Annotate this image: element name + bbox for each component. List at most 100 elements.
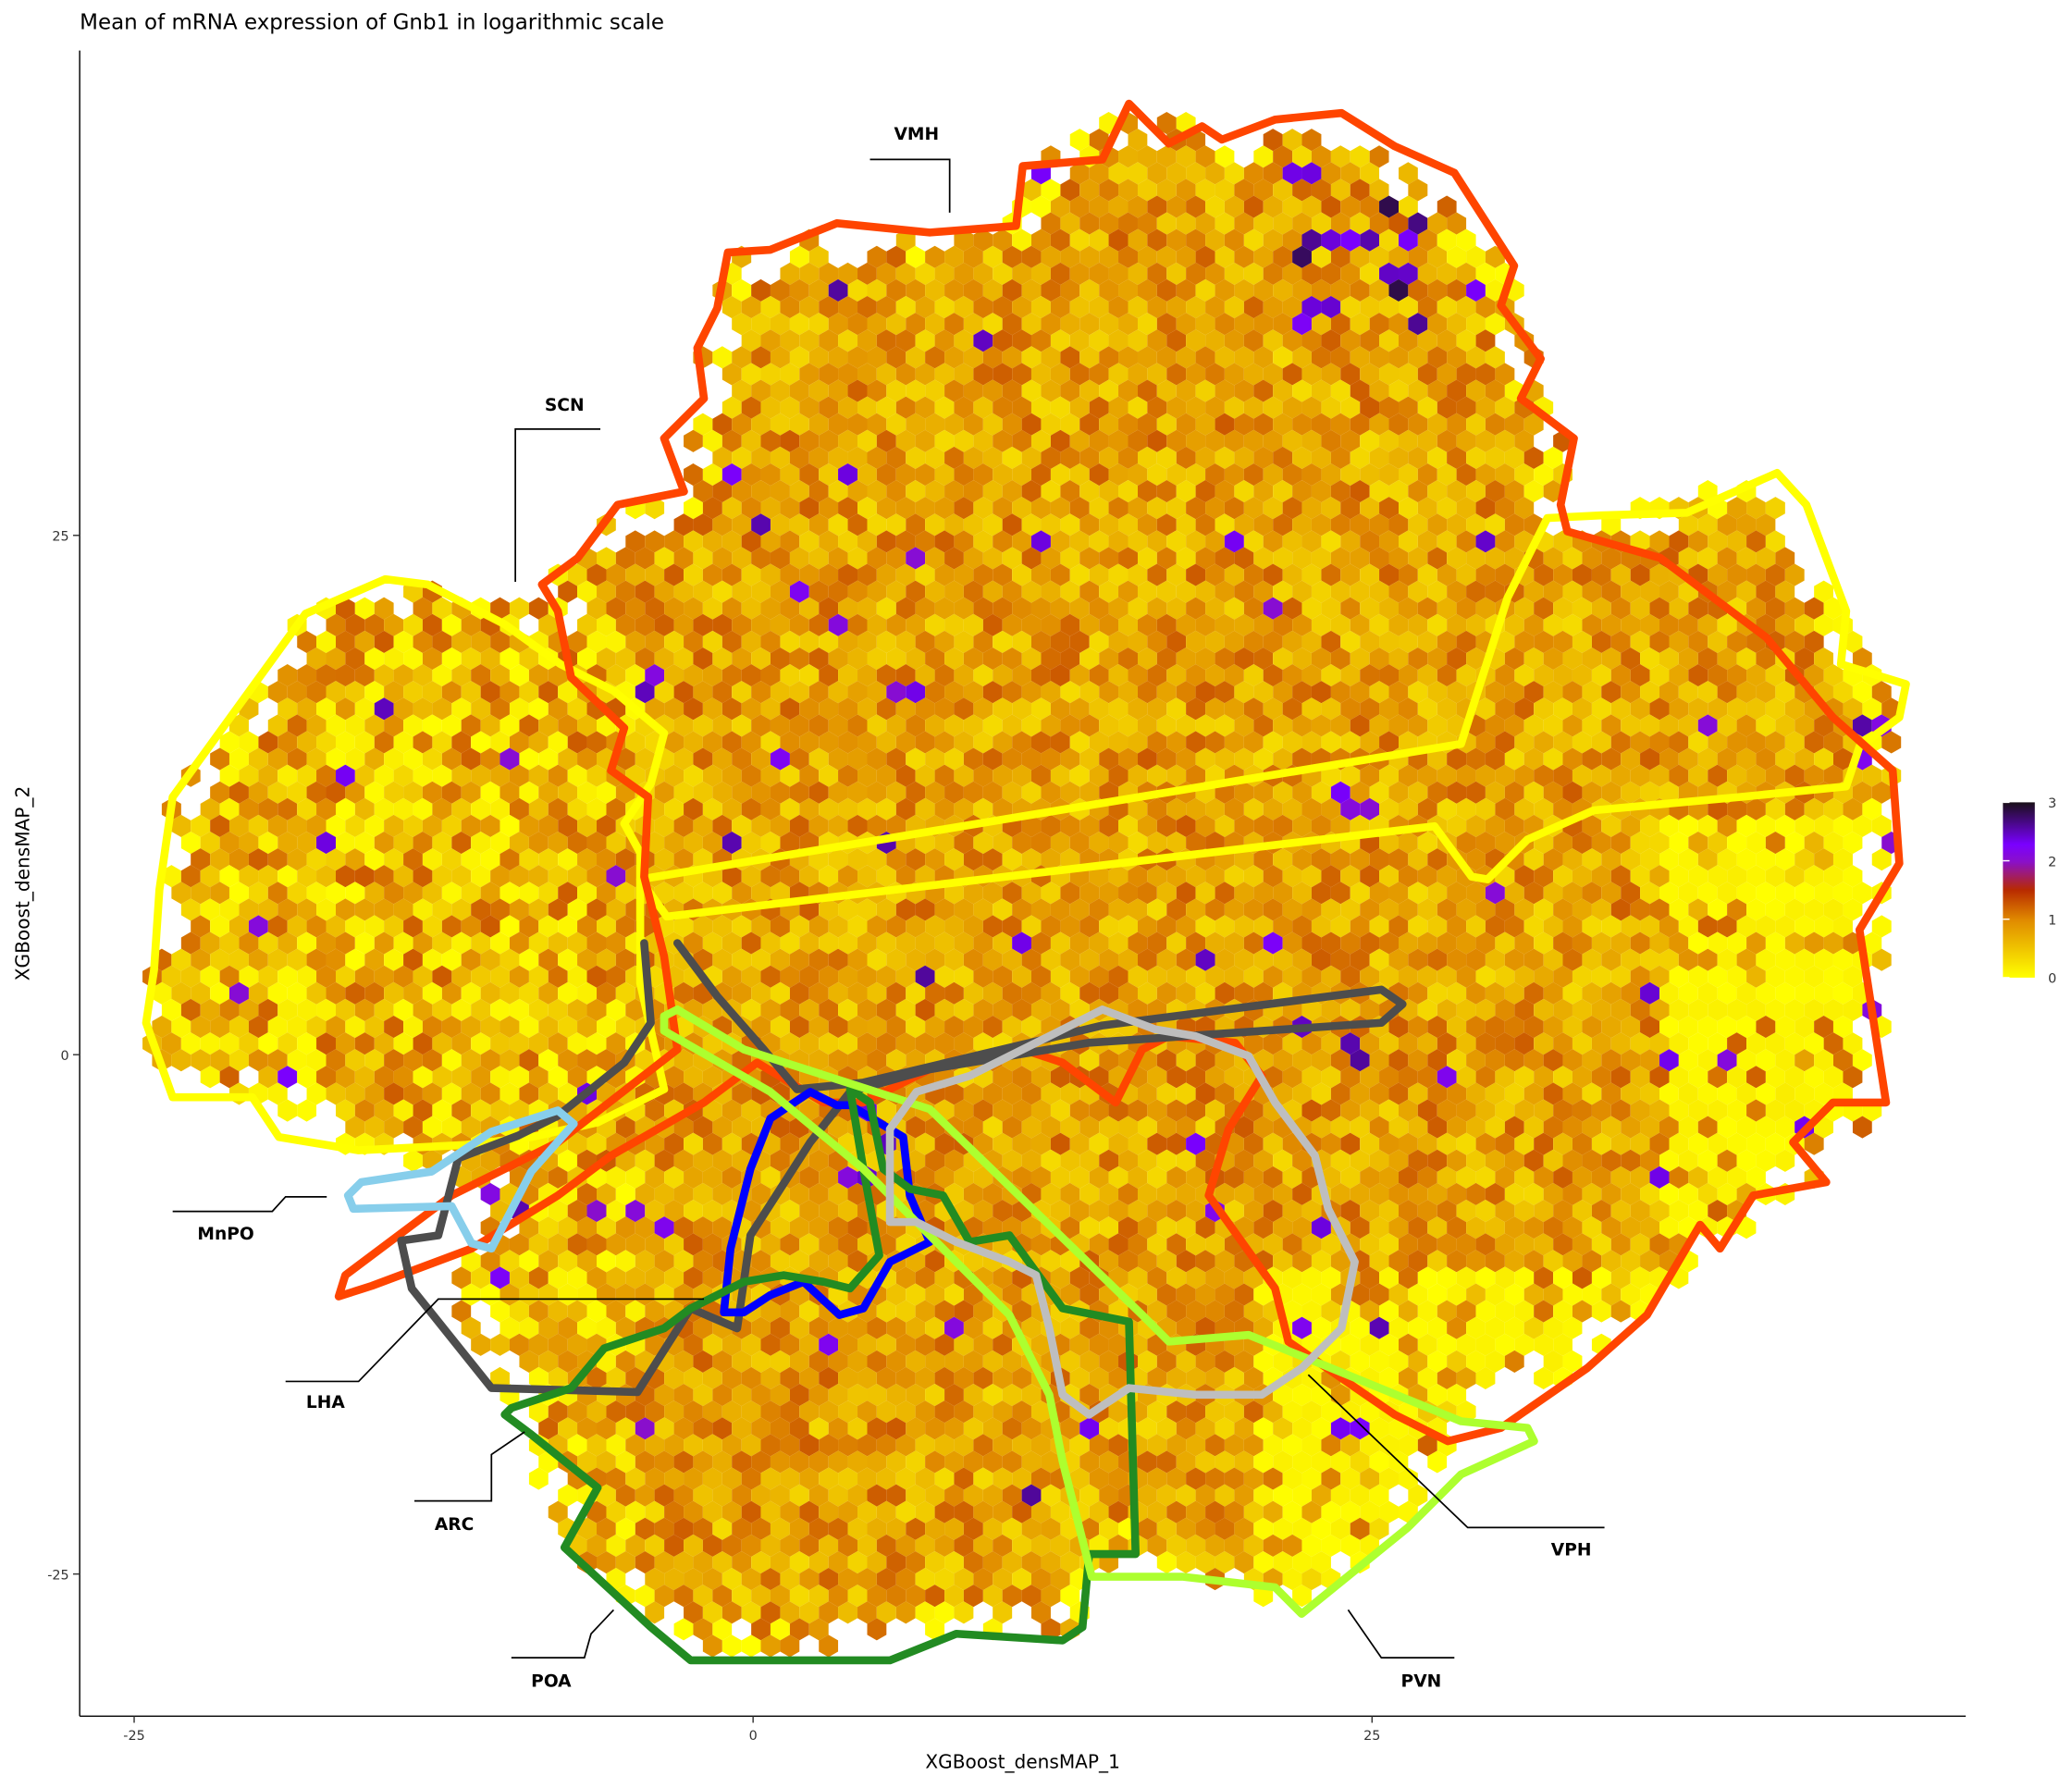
hex-cell — [732, 513, 752, 536]
hex-cell — [944, 513, 964, 536]
hex-cell — [432, 664, 452, 687]
hex-cell — [1030, 329, 1051, 352]
hex-cell — [1862, 697, 1882, 721]
hex-cell — [993, 697, 1013, 721]
hex-cell — [1195, 413, 1215, 436]
hex-cell — [867, 346, 887, 369]
hex-cell — [693, 613, 713, 636]
hex-cell — [1688, 530, 1708, 553]
hex-cell — [770, 379, 790, 402]
hex-cell — [1156, 346, 1177, 369]
hex-cell — [1804, 597, 1824, 620]
hex-cell — [1099, 212, 1119, 235]
hex-cell — [413, 764, 433, 787]
hex-cell — [1079, 278, 1100, 302]
hex-cell — [1466, 513, 1486, 536]
hex-cell — [1060, 580, 1080, 603]
hex-cell — [1485, 346, 1505, 369]
hex-cell — [1572, 563, 1592, 586]
hex-cell — [1610, 731, 1631, 754]
hex-cell — [1128, 697, 1148, 721]
hex-cell — [1388, 413, 1409, 436]
hex-cell — [664, 530, 684, 553]
hex-cell — [1746, 563, 1766, 586]
hex-cell — [1002, 513, 1022, 536]
hex-cell — [1292, 547, 1312, 570]
hex-cell — [1523, 681, 1544, 704]
hex-cell — [886, 480, 906, 503]
hex-cell — [1147, 764, 1167, 787]
hex-cell — [1030, 396, 1051, 419]
hex-cell — [789, 747, 809, 771]
hex-cell — [1321, 262, 1341, 285]
hex-cell — [1601, 714, 1622, 737]
hex-cell — [751, 681, 771, 704]
hex-cell — [393, 731, 413, 754]
hex-cell — [577, 613, 598, 636]
hex-cell — [1234, 513, 1254, 536]
hex-cell — [1427, 413, 1448, 436]
hex-cell — [954, 630, 974, 653]
hex-cell — [886, 379, 906, 402]
hex-cell — [1137, 681, 1157, 704]
hex-cell — [1408, 480, 1428, 503]
hex-cell — [1437, 329, 1457, 352]
hex-cell — [944, 580, 964, 603]
hex-cell — [471, 697, 491, 721]
hex-cell — [1108, 530, 1128, 553]
hex-cell — [867, 413, 887, 436]
hex-cell — [403, 647, 423, 671]
hex-cell — [915, 497, 935, 520]
hex-cell — [422, 714, 442, 737]
hex-cell — [490, 597, 510, 620]
hex-cell — [354, 630, 375, 653]
hex-cell — [1408, 313, 1428, 336]
hex-cell — [1195, 513, 1215, 536]
hex-cell — [1050, 396, 1070, 419]
hex-cell — [1427, 747, 1448, 771]
hex-cell — [982, 681, 1003, 704]
hex-cell — [1253, 245, 1274, 268]
hex-cell — [354, 697, 375, 721]
hex-cell — [1301, 497, 1322, 520]
hex-cell — [1079, 513, 1100, 536]
hex-cell — [1118, 747, 1138, 771]
hex-cell — [1823, 664, 1844, 687]
hex-cell — [1186, 162, 1206, 185]
hex-cell — [751, 580, 771, 603]
hex-cell — [1273, 480, 1293, 503]
hex-cell — [973, 329, 993, 352]
hex-cell — [635, 613, 655, 636]
hex-cell — [1399, 563, 1418, 586]
hex-cell — [702, 530, 722, 553]
hex-cell — [886, 446, 906, 469]
hex-cell — [1060, 413, 1080, 436]
hex-cell — [1030, 228, 1051, 252]
hex-cell — [828, 613, 848, 636]
hex-cell — [1417, 497, 1437, 520]
hex-cell — [1669, 530, 1689, 553]
hex-cell — [819, 396, 839, 419]
hex-cell — [1205, 630, 1225, 653]
hex-cell — [886, 613, 906, 636]
hex-cell — [1176, 681, 1196, 704]
hex-cell — [1727, 630, 1747, 653]
hex-cell — [1708, 563, 1728, 586]
hex-cell — [867, 747, 887, 771]
hex-cell — [1437, 563, 1457, 586]
hex-cell — [780, 363, 800, 386]
hex-cell — [1717, 647, 1737, 671]
hex-cell — [906, 480, 926, 503]
hex-cell — [1041, 547, 1061, 570]
hex-cell — [1166, 563, 1187, 586]
hex-cell — [335, 630, 355, 653]
hex-cell — [973, 396, 993, 419]
hex-cell — [1408, 714, 1428, 737]
hex-cell — [1195, 480, 1215, 503]
hex-cell — [895, 530, 916, 553]
hex-cell — [1485, 446, 1505, 469]
hex-cell — [1553, 664, 1572, 687]
hex-cell — [1069, 228, 1090, 252]
hex-cell — [1746, 731, 1766, 754]
hex-cell — [1659, 580, 1679, 603]
